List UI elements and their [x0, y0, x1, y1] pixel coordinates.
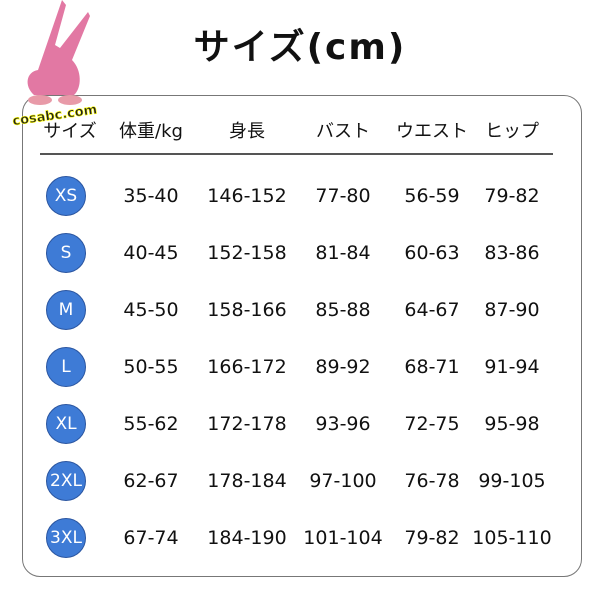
table-cell: 77-80	[315, 185, 371, 207]
table-cell: 166-172	[207, 356, 287, 378]
table-cell: 152-158	[207, 242, 287, 264]
table-cell: 99-105	[478, 470, 546, 492]
table-cell: 81-84	[315, 242, 371, 264]
size-badge: XL	[46, 404, 86, 444]
column-header: バスト	[316, 121, 370, 142]
table-cell: 79-82	[404, 527, 460, 549]
header-divider	[40, 153, 553, 155]
table-cell: 178-184	[207, 470, 287, 492]
table-cell: 91-94	[484, 356, 540, 378]
table-cell: 105-110	[472, 527, 552, 549]
column-header: サイズ	[43, 121, 97, 142]
bunny-logo: cosabc.com	[11, 0, 99, 130]
size-badge: XS	[46, 176, 86, 216]
size-badge: 2XL	[46, 461, 86, 501]
table-cell: 79-82	[484, 185, 540, 207]
table-cell: 40-45	[123, 242, 179, 264]
table-cell: 56-59	[404, 185, 460, 207]
table-cell: 101-104	[303, 527, 383, 549]
size-badge: 3XL	[46, 518, 86, 558]
table-cell: 45-50	[123, 299, 179, 321]
table-cell: 158-166	[207, 299, 287, 321]
table-cell: 68-71	[404, 356, 460, 378]
table-cell: 62-67	[123, 470, 179, 492]
table-cell: 146-152	[207, 185, 287, 207]
page-title: サイズ(cm)	[193, 27, 407, 68]
logo-text: cosabc.com	[12, 102, 99, 129]
column-header: 身長	[229, 121, 265, 142]
table-cell: 67-74	[123, 527, 179, 549]
table-frame	[22, 95, 582, 577]
table-cell: 95-98	[484, 413, 540, 435]
column-header: 体重/kg	[119, 121, 183, 142]
table-cell: 97-100	[309, 470, 377, 492]
size-badge: S	[46, 233, 86, 273]
table-cell: 89-92	[315, 356, 371, 378]
table-cell: 64-67	[404, 299, 460, 321]
table-cell: 50-55	[123, 356, 179, 378]
column-header: ヒップ	[485, 121, 539, 142]
table-cell: 85-88	[315, 299, 371, 321]
table-cell: 172-178	[207, 413, 287, 435]
table-cell: 35-40	[123, 185, 179, 207]
table-cell: 60-63	[404, 242, 460, 264]
size-badge: M	[46, 290, 86, 330]
table-cell: 87-90	[484, 299, 540, 321]
table-cell: 184-190	[207, 527, 287, 549]
table-cell: 76-78	[404, 470, 460, 492]
table-cell: 93-96	[315, 413, 371, 435]
size-badge: L	[46, 347, 86, 387]
table-cell: 72-75	[404, 413, 460, 435]
column-header: ウエスト	[396, 121, 468, 142]
table-cell: 83-86	[484, 242, 540, 264]
table-cell: 55-62	[123, 413, 179, 435]
